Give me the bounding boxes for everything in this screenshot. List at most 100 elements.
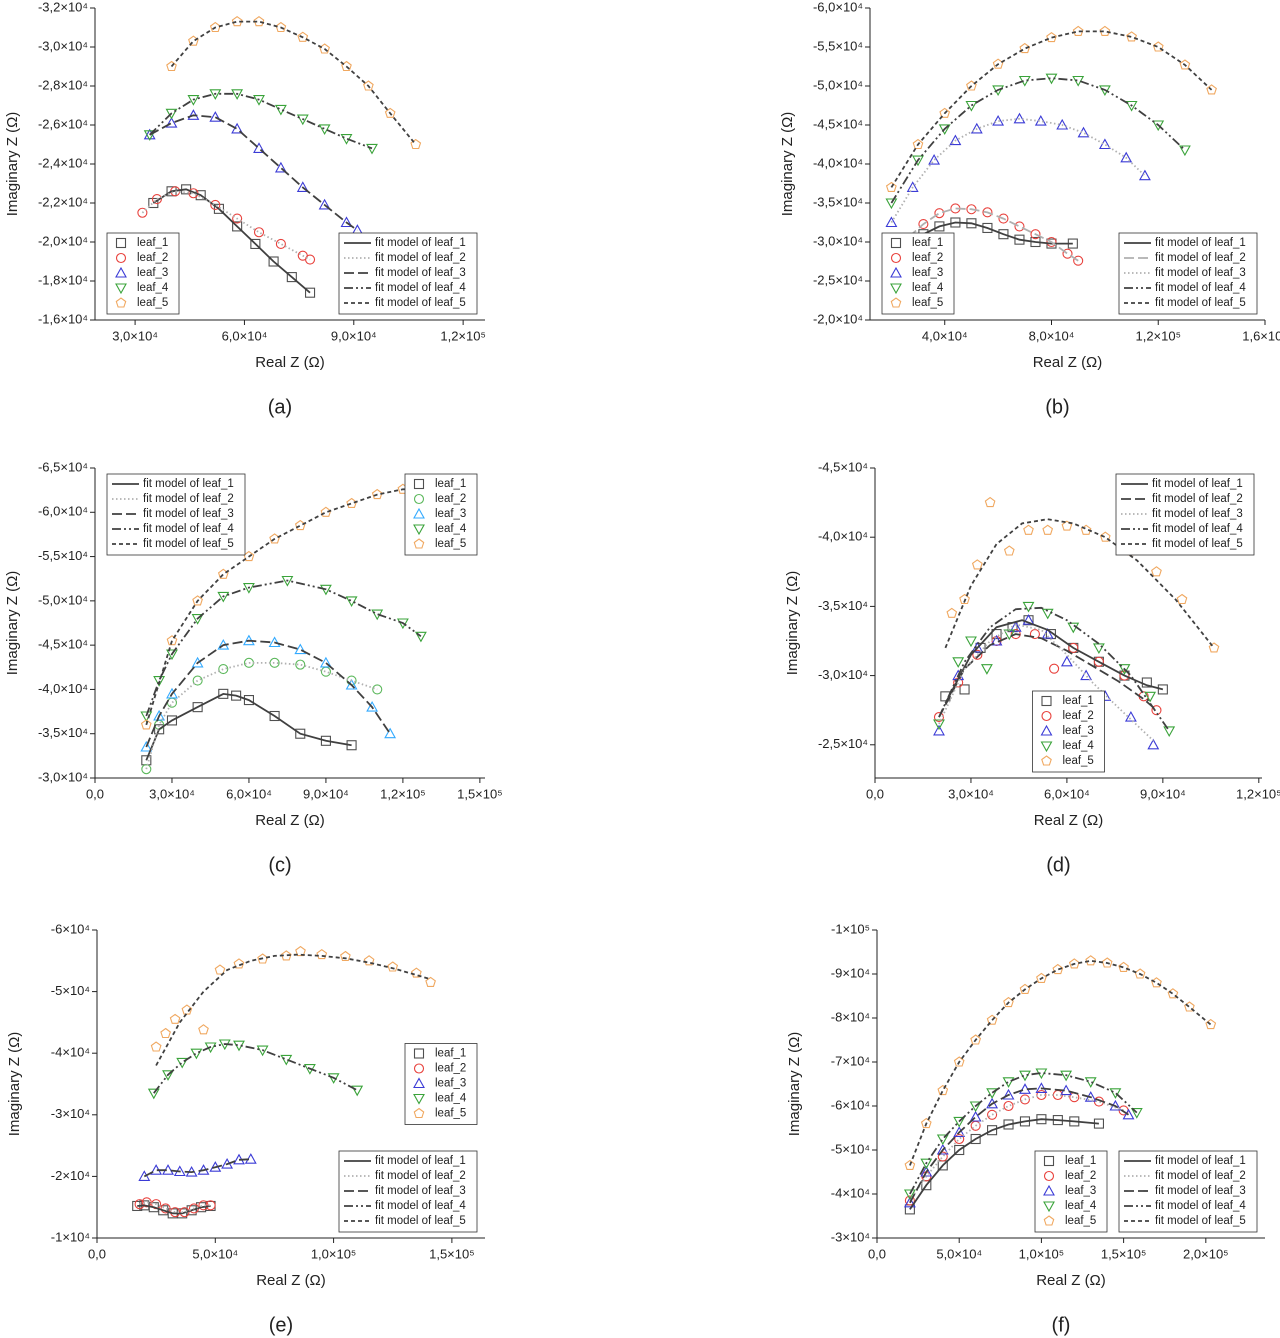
data-point [1157,684,1168,695]
data-point [1023,524,1034,535]
x-tick-label: 9,0×10⁴ [1140,786,1186,801]
data-point [903,1189,916,1201]
panel-caption: (e) [269,1314,293,1336]
data-point [192,675,203,686]
legend-box [1118,232,1258,315]
y-tick-label: -4,0×10⁴ [813,155,863,170]
data-point [166,649,178,661]
data-point [295,728,306,739]
legend-label: leaf_3 [435,1078,466,1090]
x-tick-label: 1,2×10⁵ [1135,328,1181,343]
y-axis-label: Imaginary Z (Ω) [4,112,21,217]
data-point [250,238,261,249]
data-point [166,715,178,726]
data-point [1152,120,1165,132]
data-point [366,143,378,155]
y-tick-label: -6×10⁴ [51,921,90,936]
panel-caption: (f) [1052,1314,1071,1336]
y-tick-label: -2,5×10⁴ [818,736,868,751]
data-point [937,1084,949,1096]
legend-marker [413,1063,425,1074]
data-point [939,107,951,118]
data-point [971,559,983,570]
x-tick-label: 8,0×10⁴ [1029,328,1075,343]
data-point [137,207,148,218]
legend-label: fit model of leaf_2 [1155,252,1246,264]
fit-line [909,959,1212,1166]
data-point [1073,255,1084,266]
data-point [280,950,292,961]
legend-label: fit model of leaf_5 [1155,1215,1246,1227]
data-point [949,134,962,146]
data-point [318,124,331,136]
legend-label: leaf_5 [435,1108,466,1120]
data-point [1029,629,1040,640]
legend-label: leaf_3 [1063,725,1094,737]
x-axis-label: Real Z (Ω) [1034,812,1104,829]
legend-label: leaf_2 [137,252,168,264]
data-point [1046,236,1057,248]
legend-label: leaf_1 [435,1048,466,1060]
x-tick-label: 2,0×10⁵ [1183,1246,1229,1261]
legend-marker [890,283,902,295]
fit-line [909,1118,1099,1210]
x-tick-label: 3,0×10⁴ [948,786,994,801]
data-point [345,678,358,690]
data-point [1049,663,1060,674]
data-point [969,1101,982,1113]
legend-label: fit model of leaf_3 [1155,1185,1246,1197]
data-point [952,657,965,668]
y-tick-label: -1,6×10⁴ [38,311,88,326]
data-point [912,155,924,167]
data-point [1098,138,1111,150]
data-point [920,1158,933,1170]
data-point [1205,1018,1217,1030]
data-point [986,1014,998,1025]
data-point [384,727,397,739]
legend-box [881,232,955,315]
y-tick-label: -3,2×10⁴ [38,0,88,14]
data-point [371,488,383,500]
fit-line [890,77,1186,204]
data-point [1036,1089,1047,1101]
data-point [928,153,941,165]
fit-line [137,1204,211,1215]
data-point [232,221,243,232]
data-point [319,656,332,668]
data-point [936,1143,949,1155]
legend-marker [413,507,425,519]
legend-marker [1043,1184,1055,1196]
data-point [269,710,280,722]
data-point [959,593,970,605]
data-point [274,161,287,173]
data-point [256,1045,269,1057]
x-tick-label: 3,0×10⁴ [149,786,195,801]
legend-label: fit model of leaf_1 [1155,1155,1246,1167]
data-point [1118,664,1131,675]
data-point [253,142,265,153]
data-point [1022,614,1035,625]
y-tick-label: -4,5×10⁴ [813,116,863,131]
data-point [410,138,422,150]
data-point [1084,1077,1097,1088]
data-point [1178,145,1191,157]
y-tick-label: -4,0×10⁴ [38,681,88,696]
legend-label: fit model of leaf_2 [375,252,466,264]
data-point [954,1144,965,1156]
y-axis-label: Imaginary Z (Ω) [786,1032,803,1137]
x-tick-label: 1,6×10⁵ [1242,328,1280,343]
y-axis-label: Imaginary Z (Ω) [784,571,801,676]
legend-label: fit model of leaf_5 [1152,538,1243,550]
fit-line [145,692,352,761]
y-axis-label: Imaginary Z (Ω) [6,1032,23,1137]
data-point [294,643,307,655]
data-point [165,116,178,128]
fit-line [145,639,391,748]
y-tick-label: -2,2×10⁴ [38,194,88,209]
data-point [953,1126,966,1137]
data-point [934,208,945,219]
data-point [953,1056,965,1067]
legend-label: fit model of leaf_3 [1155,267,1246,279]
data-point [232,213,243,224]
data-point [1080,669,1093,681]
